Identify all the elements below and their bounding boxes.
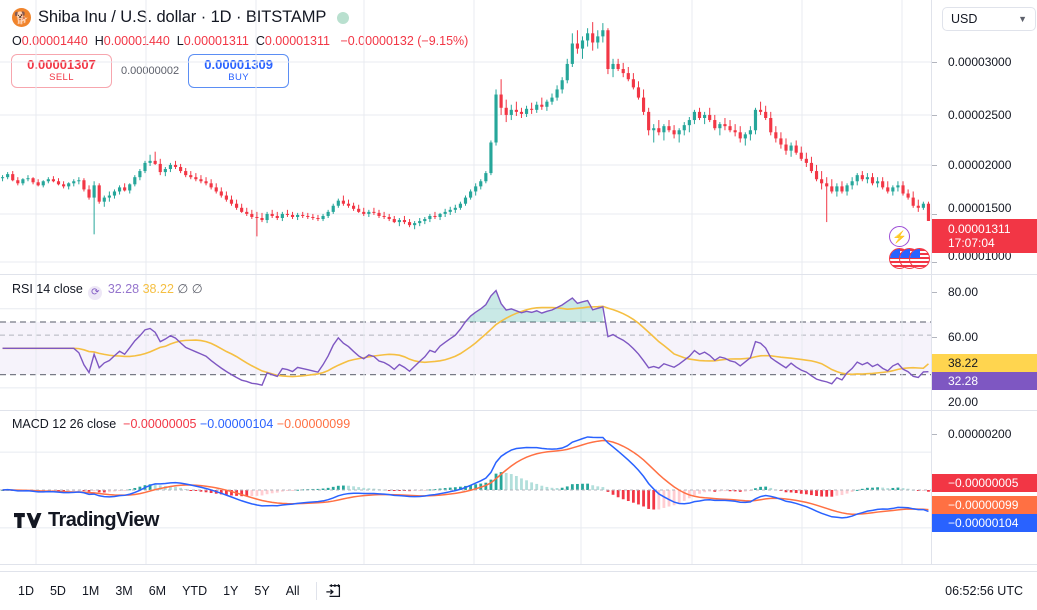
rsi-ma-badge: 38.22: [932, 354, 1037, 372]
symbol-header[interactable]: 🐕 Shiba Inu / U.S. dollar · 1D · BITSTAM…: [12, 8, 350, 27]
ohlc-legend: O0.00001440 H0.00001440 L0.00001311 C0.0…: [12, 34, 468, 48]
range-selector: 1D 5D 1M 3M 6M YTD 1Y 5Y All: [0, 579, 343, 603]
countdown-value: 17:07:04: [948, 236, 995, 250]
chevron-down-icon: ▼: [1018, 14, 1027, 24]
tradingview-wordmark: TradingView: [48, 509, 159, 531]
macd-macd-value: −0.00000104: [200, 417, 274, 431]
change-value: −0.00000132 (−9.15%): [340, 34, 469, 48]
price-tick: 0.00001500: [948, 201, 1012, 215]
rsi-value: 32.28: [107, 282, 140, 296]
macd-macd-badge: −0.00000104: [932, 514, 1037, 532]
macd-legend[interactable]: MACD 12 26 close −0.00000005 −0.00000104…: [12, 417, 350, 431]
range-5y[interactable]: 5Y: [254, 584, 270, 598]
page-title: Shiba Inu / U.S. dollar · 1D · BITSTAMP: [38, 8, 327, 26]
buy-label: BUY: [228, 71, 249, 83]
rsi-pane[interactable]: RSI 14 close ⟳ 32.28 38.22 ∅ ∅: [0, 274, 931, 410]
currency-select[interactable]: USD ▼: [942, 7, 1036, 31]
sell-price: 0.00001307: [27, 57, 96, 73]
high-value: 0.00001440: [103, 34, 170, 48]
clock-utc: 06:52:56 UTC: [945, 584, 1023, 598]
rsi-glyph-2: ∅: [191, 282, 203, 296]
market-status-dot: [337, 11, 350, 24]
open-label: O: [12, 34, 22, 48]
range-1d[interactable]: 1D: [18, 584, 34, 598]
macd-hist-value: −0.00000005: [123, 417, 197, 431]
rsi-title: RSI 14 close: [12, 282, 83, 296]
tradingview-logo-icon: [14, 513, 42, 528]
rsi-glyph-1: ∅: [177, 282, 189, 296]
range-all[interactable]: All: [285, 584, 300, 598]
high-label: H: [94, 34, 104, 48]
sell-label: SELL: [49, 71, 74, 83]
close-label: C: [255, 34, 265, 48]
spread-value: 0.00000002: [121, 65, 180, 77]
last-price-value: 0.00001311: [948, 222, 1011, 236]
currency-value: USD: [951, 12, 978, 26]
rsi-tick: 80.00: [948, 285, 979, 299]
rsi-ma-value: 38.22: [142, 282, 174, 296]
rsi-legend[interactable]: RSI 14 close ⟳ 32.28 38.22 ∅ ∅: [12, 281, 203, 300]
price-pane[interactable]: ⚡: [0, 0, 931, 274]
sell-button[interactable]: 0.00001307 SELL: [11, 54, 112, 88]
lightning-bolt-icon[interactable]: ⚡: [889, 226, 910, 247]
rsi-tick: 20.00: [948, 395, 979, 409]
range-3m[interactable]: 3M: [115, 584, 133, 598]
price-tick: 0.00002000: [948, 158, 1012, 172]
macd-signal-value: −0.00000099: [276, 417, 351, 431]
range-ytd[interactable]: YTD: [182, 584, 208, 598]
candlestick-chart: [0, 0, 931, 274]
macd-title: MACD 12 26 close: [12, 417, 117, 431]
low-value: 0.00001311: [183, 34, 249, 48]
rsi-tick: 60.00: [948, 330, 979, 344]
open-value: 0.00001440: [21, 34, 88, 48]
price-tick: 0.00002500: [948, 108, 1012, 122]
close-value: 0.00001311: [264, 34, 330, 48]
price-tick: 0.00003000: [948, 55, 1012, 69]
macd-chart: [0, 411, 931, 564]
range-5d[interactable]: 5D: [49, 584, 66, 598]
macd-signal-badge: −0.00000099: [932, 496, 1037, 514]
macd-hist-badge: −0.00000005: [932, 474, 1037, 492]
rsi-value-badge: 32.28: [932, 372, 1037, 390]
macd-tick: 0.00000200: [948, 427, 1012, 441]
goto-date-icon[interactable]: [325, 582, 343, 600]
tradingview-watermark: TradingView: [14, 509, 159, 532]
macd-pane[interactable]: MACD 12 26 close −0.00000005 −0.00000104…: [0, 410, 931, 564]
toolbar-divider: [315, 582, 317, 600]
low-label: L: [176, 34, 184, 48]
refresh-icon[interactable]: ⟳: [88, 286, 103, 300]
us-flag-stack-icon[interactable]: [889, 248, 930, 269]
last-price-badge: 0.00001311 17:07:04: [932, 219, 1037, 253]
rsi-chart: [0, 275, 931, 410]
quote-row: 0.00001307 SELL 0.00000002 0.00001309 BU…: [11, 54, 290, 88]
range-1m[interactable]: 1M: [81, 584, 100, 598]
price-axis[interactable]: USD ▼ 0.00003000 0.00002500 0.00002000 0…: [931, 0, 1037, 564]
bottom-toolbar: 1D 5D 1M 3M 6M YTD 1Y 5Y All 06:52:56 UT…: [0, 571, 1037, 610]
shiba-inu-icon: 🐕: [12, 8, 31, 27]
range-6m[interactable]: 6M: [148, 584, 167, 598]
us-flag-icon: [909, 248, 930, 269]
range-1y[interactable]: 1Y: [223, 584, 239, 598]
